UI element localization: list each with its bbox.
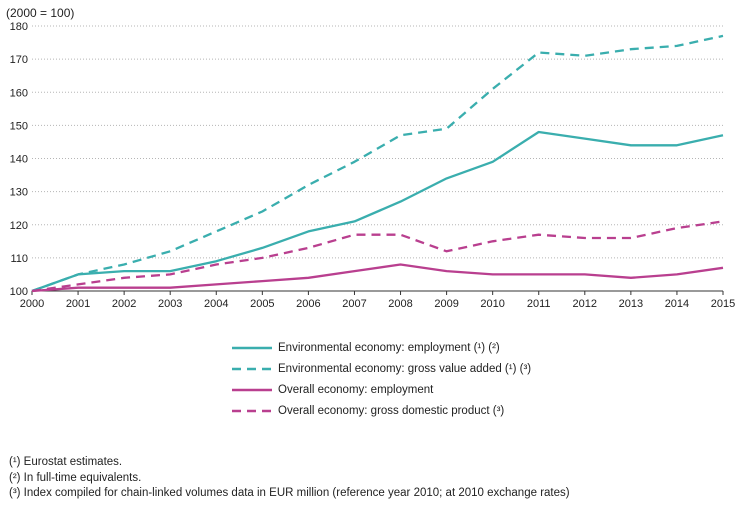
x-tick-label-2010: 2010 <box>480 298 504 310</box>
legend-swatch-overall-employment <box>232 388 272 391</box>
y-tick-label-110: 110 <box>10 253 28 265</box>
axes: 100 110 120 130 140 150 160 170 180 2000 2001 2002 2… <box>10 21 736 310</box>
y-tick-label-140: 140 <box>10 154 28 166</box>
x-tick-label-2003: 2003 <box>158 298 182 310</box>
footnotes: (¹) Eurostat estimates. (²) In full-time… <box>9 455 570 502</box>
x-tick-label-2000: 2000 <box>20 298 44 310</box>
y-tick-label-100: 100 <box>10 286 28 298</box>
x-tick-label-2009: 2009 <box>434 298 458 310</box>
legend-swatch-env-gva <box>232 367 272 370</box>
legend-label-overall-gdp: Overall economy: gross domestic product … <box>278 404 505 417</box>
y-tick-label-120: 120 <box>10 220 28 232</box>
x-tick-label-2012: 2012 <box>573 298 597 310</box>
line-chart: 100 110 120 130 140 150 160 170 180 2000 2001 2002 2… <box>10 21 736 310</box>
x-tick-label-2001: 2001 <box>66 298 90 310</box>
x-tick-label-2015: 2015 <box>711 298 735 310</box>
x-tick-label-2006: 2006 <box>296 298 320 310</box>
legend-label-overall-employment: Overall economy: employment <box>278 383 434 396</box>
legend-item-env-gva: Environmental economy: gross value added… <box>232 358 531 379</box>
series-lines <box>31 34 724 293</box>
y-tick-label-150: 150 <box>10 120 28 132</box>
legend: Environmental economy: employment (¹) (²… <box>232 337 531 421</box>
grid-lines <box>32 25 723 259</box>
x-tick-label-2011: 2011 <box>527 298 551 310</box>
x-tick-label-2007: 2007 <box>342 298 366 310</box>
x-tick-label-2002: 2002 <box>112 298 136 310</box>
footnote-3: (³) Index compiled for chain-linked volu… <box>9 487 570 500</box>
x-tick-label-2013: 2013 <box>619 298 643 310</box>
x-tick-label-2005: 2005 <box>250 298 274 310</box>
footnote-1: (¹) Eurostat estimates. <box>9 456 123 468</box>
legend-item-overall-gdp: Overall economy: gross domestic product … <box>232 400 531 421</box>
series-line-3 <box>31 220 724 293</box>
y-tick-label-170: 170 <box>10 54 28 66</box>
series-line-1 <box>31 34 724 293</box>
y-tick-label-130: 130 <box>10 187 28 199</box>
y-tick-label-160: 160 <box>10 87 28 99</box>
series-line-2 <box>31 263 724 293</box>
y-tick-label-180: 180 <box>10 21 28 33</box>
legend-label-env-employment: Environmental economy: employment (¹) (²… <box>278 341 500 354</box>
series-line-0 <box>31 130 724 293</box>
x-tick-label-2014: 2014 <box>665 298 689 310</box>
legend-label-env-gva: Environmental economy: gross value added… <box>278 362 532 375</box>
legend-item-overall-employment: Overall economy: employment <box>232 379 531 400</box>
legend-swatch-overall-gdp <box>232 409 272 412</box>
x-tick-label-2008: 2008 <box>388 298 412 310</box>
x-tick-label-2004: 2004 <box>204 298 228 310</box>
legend-swatch-env-employment <box>232 346 272 349</box>
footnote-2: (²) In full-time equivalents. <box>9 471 142 484</box>
legend-item-env-employment: Environmental economy: employment (¹) (²… <box>232 337 531 358</box>
y-axis-unit-label: (2000 = 100) <box>6 6 75 20</box>
